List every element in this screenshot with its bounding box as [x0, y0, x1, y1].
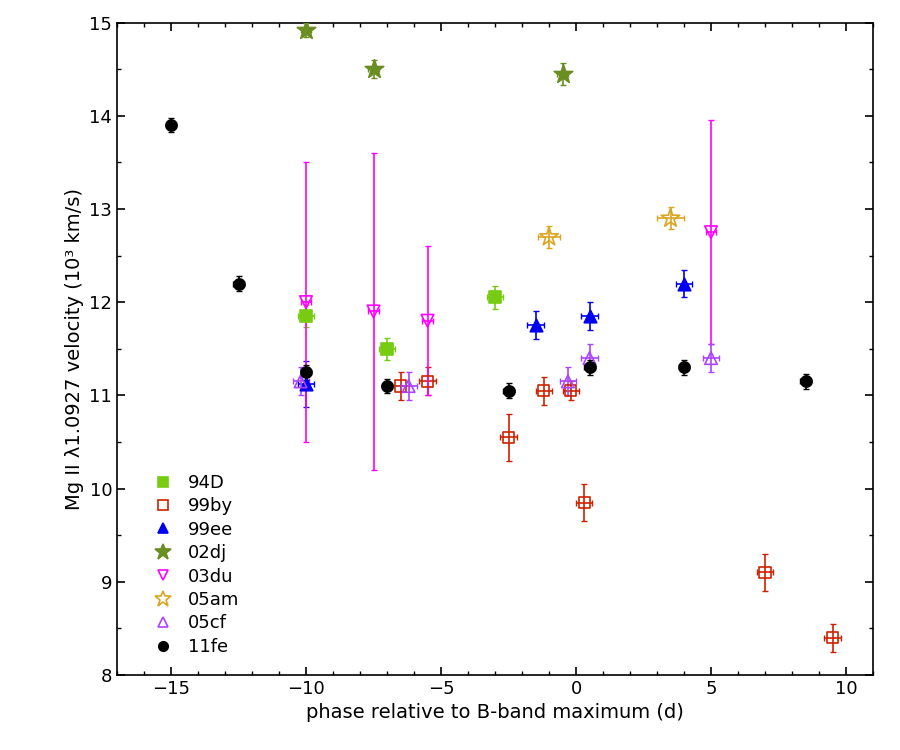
- Point: [299, 24, 313, 36]
- Point: [366, 305, 381, 317]
- Point: [299, 296, 313, 308]
- Point: [501, 431, 516, 443]
- Point: [231, 278, 246, 290]
- Point: [299, 378, 313, 390]
- Point: [677, 278, 691, 290]
- Point: [401, 380, 416, 392]
- Point: [380, 380, 394, 392]
- Point: [488, 292, 502, 304]
- Point: [677, 362, 691, 374]
- Point: [563, 385, 578, 397]
- Point: [704, 226, 718, 238]
- Point: [582, 362, 597, 374]
- Point: [293, 375, 308, 387]
- Point: [501, 385, 516, 397]
- Point: [366, 63, 381, 75]
- Point: [561, 375, 575, 387]
- Point: [663, 212, 678, 224]
- Y-axis label: Mg II λ1.0927 velocity (10³ km/s): Mg II λ1.0927 velocity (10³ km/s): [65, 188, 84, 510]
- Legend: 94D, 99by, 99ee, 02dj, 03du, 05am, 05cf, 11fe: 94D, 99by, 99ee, 02dj, 03du, 05am, 05cf,…: [141, 470, 243, 659]
- Point: [380, 343, 394, 355]
- Point: [582, 352, 597, 364]
- Point: [299, 366, 313, 378]
- Point: [758, 566, 772, 578]
- Point: [582, 310, 597, 322]
- Point: [420, 315, 435, 327]
- Point: [577, 496, 591, 508]
- Point: [299, 310, 313, 322]
- X-axis label: phase relative to B-band maximum (d): phase relative to B-band maximum (d): [306, 704, 684, 722]
- Point: [704, 352, 718, 364]
- Point: [825, 632, 840, 644]
- Point: [798, 375, 813, 387]
- Point: [164, 119, 178, 131]
- Point: [555, 68, 570, 80]
- Point: [393, 380, 408, 392]
- Point: [542, 231, 556, 243]
- Point: [528, 320, 543, 332]
- Point: [420, 375, 435, 387]
- Point: [536, 385, 551, 397]
